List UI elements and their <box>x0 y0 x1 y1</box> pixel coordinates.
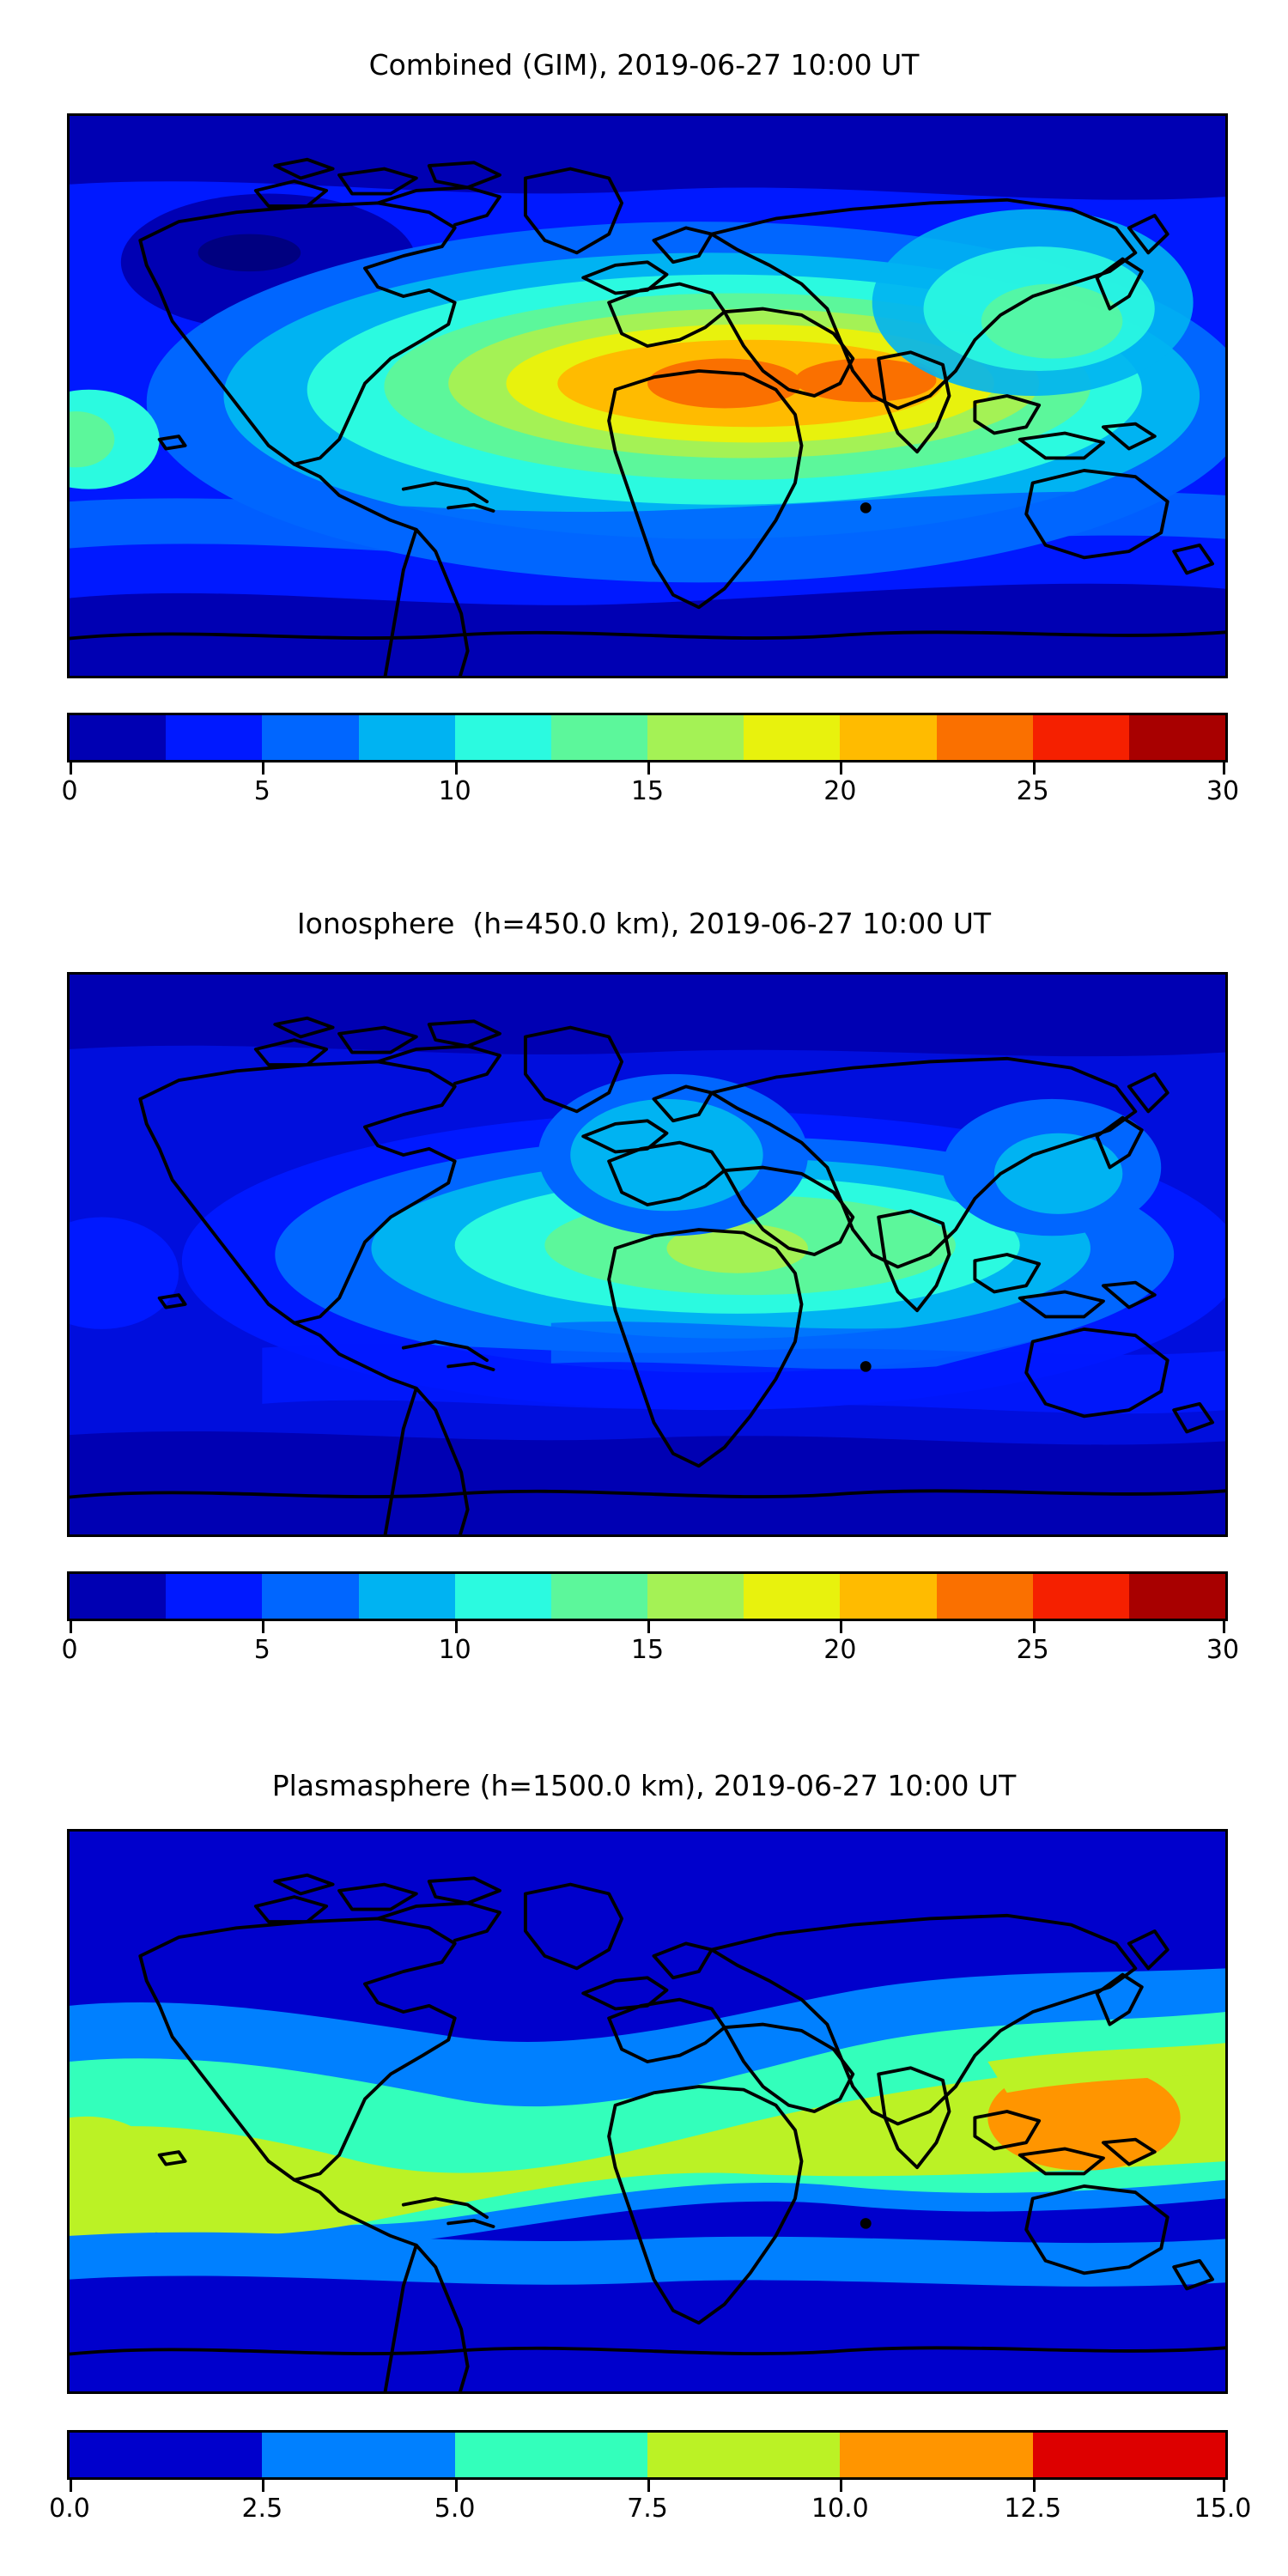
colorbar-band-9 <box>936 715 1033 760</box>
colorbar-tick <box>840 2480 843 2492</box>
colorbar-tick-label: 0 <box>61 776 78 806</box>
colorbar-band-7 <box>744 715 841 760</box>
colorbar-band-6 <box>647 1574 744 1619</box>
colorbar-tick-label: 10.0 <box>811 2494 869 2524</box>
panel-title-ionosphere: Ionosphere (h=450.0 km), 2019-06-27 10:0… <box>296 907 992 940</box>
colorbar-band-5 <box>1032 2433 1225 2477</box>
colorbar-band-11 <box>1128 715 1226 760</box>
colorbar-tick-label: 25 <box>1016 1635 1049 1665</box>
panel-combined-gim: Combined (GIM), 2019-06-27 10:00 UT <box>0 0 1288 859</box>
map-plasmasphere <box>67 1829 1228 2394</box>
colorbar-tick-label: 0 <box>61 1635 78 1665</box>
colorbar-band-8 <box>840 715 937 760</box>
colorbar-tick <box>262 2480 265 2492</box>
colorbar-band-2 <box>454 2433 647 2477</box>
colorbar-tick <box>454 2480 458 2492</box>
colorbar-tick <box>1223 762 1225 775</box>
colorbar-tick <box>70 1621 72 1633</box>
colorbar-band-3 <box>358 1574 455 1619</box>
colorbar-tick <box>1223 2480 1225 2492</box>
colorbar-tick-label: 0.0 <box>49 2494 90 2524</box>
colorbar-tick-label: 30 <box>1206 1635 1240 1665</box>
colorbar-tick-label: 15.0 <box>1194 2494 1252 2524</box>
colorbar-plasmasphere-wrap: 0.0 2.5 5.0 7.5 10.0 12.5 15.0 <box>49 2430 1251 2526</box>
colorbar-band-4 <box>840 2433 1033 2477</box>
colorbar-tick-label: 20 <box>823 776 857 806</box>
map-canvas-plasmasphere <box>70 1832 1225 2391</box>
map-canvas-ionosphere <box>70 975 1225 1534</box>
colorbar-tick-label: 5 <box>253 776 270 806</box>
colorbar-ionosphere[interactable] <box>67 1571 1228 1621</box>
colorbar-tick <box>840 762 843 775</box>
colorbar-combined-wrap: 0 5 10 15 20 25 30 <box>61 713 1239 809</box>
colorbar-tick-label: 15 <box>630 776 665 806</box>
colorbar-band-11 <box>1128 1574 1226 1619</box>
colorbar-band-8 <box>840 1574 937 1619</box>
colorbar-band-10 <box>1032 1574 1129 1619</box>
colorbar-tick <box>647 2480 650 2492</box>
colorbar-band-7 <box>744 1574 841 1619</box>
colorbar-combined-labels: 0 5 10 15 20 25 30 <box>61 775 1239 809</box>
map-combined-gim <box>67 113 1228 678</box>
colorbar-tick <box>454 762 458 775</box>
colorbar-band-4 <box>454 1574 551 1619</box>
colorbar-tick-label: 7.5 <box>627 2494 668 2524</box>
colorbar-band-10 <box>1032 715 1129 760</box>
colorbar-tick-label: 10 <box>438 776 471 806</box>
colorbar-tick <box>1032 2480 1036 2492</box>
colorbar-tick-label: 25 <box>1016 776 1049 806</box>
colorbar-ionosphere-ticks <box>67 1621 1228 1633</box>
map-canvas-combined <box>70 116 1225 676</box>
colorbar-band-1 <box>262 2433 455 2477</box>
colorbar-tick-label: 20 <box>823 1635 857 1665</box>
colorbar-band-5 <box>550 715 648 760</box>
colorbar-tick <box>262 762 265 775</box>
colorbar-tick <box>454 1621 458 1633</box>
colorbar-tick-label: 10 <box>438 1635 471 1665</box>
panel-ionosphere: Ionosphere (h=450.0 km), 2019-06-27 10:0… <box>0 863 1288 1722</box>
colorbar-band-0 <box>70 715 167 760</box>
colorbar-ionosphere-labels: 0 5 10 15 20 25 30 <box>61 1633 1239 1668</box>
colorbar-band-9 <box>936 1574 1033 1619</box>
colorbar-plasmasphere-labels: 0.0 2.5 5.0 7.5 10.0 12.5 15.0 <box>49 2492 1251 2526</box>
colorbar-tick-label: 12.5 <box>1004 2494 1062 2524</box>
colorbar-band-1 <box>166 715 263 760</box>
colorbar-tick <box>1223 1621 1225 1633</box>
colorbar-tick <box>1032 762 1036 775</box>
colorbar-band-3 <box>647 2433 841 2477</box>
colorbar-tick <box>70 762 72 775</box>
colorbar-band-2 <box>262 715 359 760</box>
panel-plasmasphere: Plasmasphere (h=1500.0 km), 2019-06-27 1… <box>0 1726 1288 2576</box>
colorbar-combined-ticks <box>67 762 1228 775</box>
map-ionosphere <box>67 972 1228 1537</box>
colorbar-combined[interactable] <box>67 713 1228 762</box>
colorbar-plasmasphere-ticks <box>67 2480 1228 2492</box>
colorbar-band-0 <box>70 1574 167 1619</box>
colorbar-tick <box>70 2480 72 2492</box>
colorbar-band-6 <box>647 715 744 760</box>
colorbar-tick <box>262 1621 265 1633</box>
colorbar-plasmasphere[interactable] <box>67 2430 1228 2480</box>
colorbar-band-0 <box>70 2433 263 2477</box>
colorbar-band-3 <box>358 715 455 760</box>
colorbar-band-5 <box>550 1574 648 1619</box>
panel-title-plasmasphere: Plasmasphere (h=1500.0 km), 2019-06-27 1… <box>271 1769 1017 1802</box>
colorbar-tick <box>647 1621 650 1633</box>
colorbar-band-1 <box>166 1574 263 1619</box>
colorbar-tick-label: 15 <box>630 1635 665 1665</box>
colorbar-tick-label: 2.5 <box>241 2494 283 2524</box>
panel-title-combined: Combined (GIM), 2019-06-27 10:00 UT <box>368 48 920 82</box>
colorbar-ionosphere-wrap: 0 5 10 15 20 25 30 <box>61 1571 1239 1668</box>
colorbar-tick <box>1032 1621 1036 1633</box>
colorbar-tick-label: 5.0 <box>434 2494 476 2524</box>
colorbar-band-4 <box>454 715 551 760</box>
colorbar-tick <box>647 762 650 775</box>
colorbar-tick <box>840 1621 843 1633</box>
colorbar-tick-label: 30 <box>1206 776 1240 806</box>
colorbar-tick-label: 5 <box>253 1635 270 1665</box>
colorbar-band-2 <box>262 1574 359 1619</box>
